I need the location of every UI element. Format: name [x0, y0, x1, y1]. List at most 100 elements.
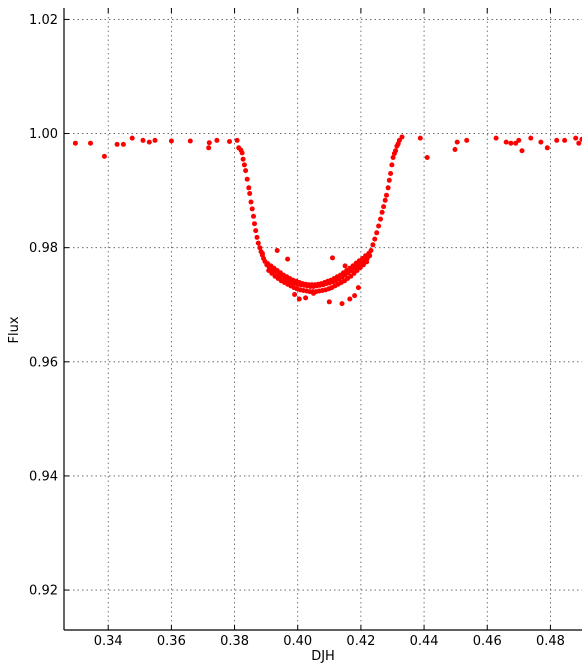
data-point [292, 292, 298, 297]
data-point [339, 301, 345, 307]
data-point [538, 139, 544, 145]
y-tick-label: 0.94 [29, 469, 58, 484]
data-point [417, 135, 423, 141]
data-point [544, 145, 550, 151]
x-tick-label: 0.36 [157, 634, 186, 649]
data-point [370, 242, 376, 248]
data-point [251, 213, 256, 219]
data-point [234, 137, 240, 143]
data-point [114, 141, 120, 147]
data-point [464, 137, 470, 143]
data-point [390, 155, 396, 160]
data-point [72, 140, 78, 146]
data-point [508, 140, 514, 146]
data-point [187, 138, 193, 144]
data-point [146, 139, 152, 145]
data-point [259, 250, 265, 256]
data-point [554, 137, 560, 143]
data-point [379, 209, 385, 215]
data-point [326, 299, 332, 305]
data-point [254, 234, 260, 240]
y-tick-label: 1.00 [29, 127, 58, 142]
axes [63, 8, 582, 631]
data-point [285, 256, 291, 262]
data-point [152, 137, 158, 143]
data-point [140, 137, 146, 143]
data-point [493, 135, 499, 141]
data-point [372, 236, 378, 242]
data-point [452, 147, 458, 152]
grid-lines [64, 8, 582, 630]
x-tick-label: 0.34 [94, 634, 123, 649]
data-point [274, 248, 280, 253]
data-point [88, 140, 93, 146]
data-point [562, 137, 568, 143]
y-tick-label: 1.02 [29, 13, 58, 28]
data-point [528, 135, 534, 141]
data-point [206, 140, 212, 146]
data-point [381, 204, 387, 210]
data-point [247, 191, 253, 196]
data-point [374, 230, 380, 236]
data-point [311, 290, 316, 296]
data-point [206, 145, 212, 151]
data-point [253, 228, 259, 234]
data-point [503, 139, 509, 145]
data-point [385, 185, 391, 191]
data-point [227, 139, 232, 144]
data-point [399, 134, 405, 140]
data-point [241, 162, 247, 168]
data-point [368, 248, 374, 253]
data-point [239, 150, 245, 156]
y-tick-label: 0.92 [29, 584, 58, 599]
y-tick-label: 0.96 [29, 355, 58, 370]
data-point [348, 273, 354, 279]
x-tick-label: 0.42 [346, 634, 375, 649]
data-point [354, 268, 360, 273]
data-point [516, 137, 522, 143]
data-point [382, 197, 388, 203]
data-point [573, 135, 579, 141]
x-tick-label: 0.48 [536, 634, 565, 649]
data-point [342, 263, 348, 269]
data-point [352, 293, 358, 299]
data-point [249, 206, 255, 212]
data-point [389, 162, 395, 168]
x-tick-label: 0.44 [410, 634, 439, 649]
data-point [388, 171, 394, 176]
data-point [255, 240, 261, 246]
data-point [129, 135, 135, 141]
data-point [243, 168, 249, 174]
data-point [519, 148, 525, 154]
data-point [355, 285, 361, 291]
data-point [347, 296, 353, 302]
x-tick-label: 0.40 [283, 634, 312, 649]
data-point [576, 140, 582, 146]
data-point [248, 199, 254, 205]
data-point [168, 138, 174, 144]
data-point [252, 221, 257, 227]
x-axis-ticks: 0.34 0.36 0.38 0.40 0.42 0.44 0.46 0.48 [94, 8, 565, 649]
data-point [360, 262, 366, 268]
data-point [303, 295, 309, 301]
data-point [424, 155, 430, 160]
data-point [386, 177, 392, 183]
data-point [384, 192, 389, 198]
data-point [269, 270, 275, 276]
data-point [454, 139, 460, 145]
y-tick-label: 0.98 [29, 241, 58, 256]
data-point [393, 148, 399, 154]
data-point [246, 185, 252, 191]
x-tick-label: 0.46 [473, 634, 502, 649]
data-point [257, 245, 263, 251]
data-point [579, 136, 582, 142]
data-point [330, 255, 335, 261]
x-axis-label: DJH [311, 649, 335, 664]
data-point [214, 137, 220, 143]
data-point [396, 137, 402, 143]
data-point [244, 176, 250, 182]
data-points [72, 134, 582, 307]
data-point [376, 223, 382, 229]
data-point [120, 141, 126, 147]
